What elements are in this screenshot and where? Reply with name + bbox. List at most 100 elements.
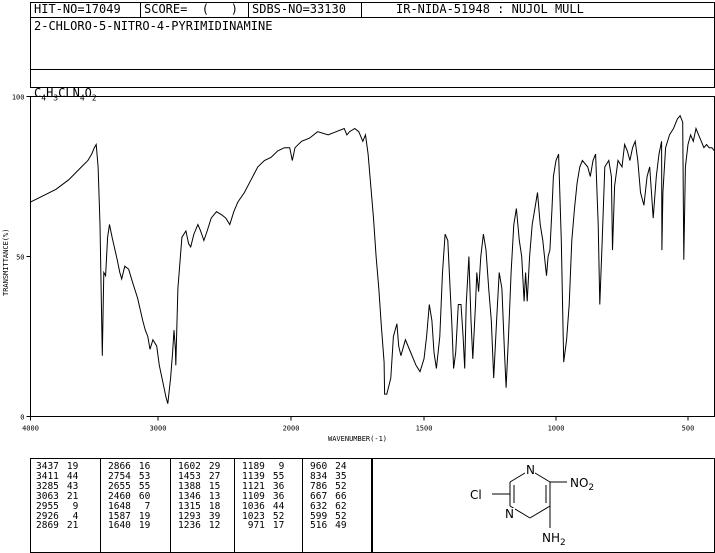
peak-transmittance: 9: [72, 500, 79, 512]
y-tick-label-50: 50: [16, 254, 24, 262]
peak-row: 2869 21: [34, 521, 80, 531]
peak-row: 1346 13: [176, 490, 222, 502]
peak-transmittance: 53: [138, 470, 151, 482]
peak-row: 2754 53: [106, 472, 152, 482]
peak-wavenumber: 1346: [178, 490, 201, 502]
peak-wavenumber: 1587: [108, 510, 131, 522]
peak-row: 1388 15: [176, 481, 222, 492]
plot-frame: [30, 96, 715, 417]
peak-row: 1648 7: [106, 501, 152, 512]
header-sep-1: [140, 2, 141, 18]
peak-row: 1602 29: [176, 462, 222, 472]
peak-row: 3285 43: [34, 480, 80, 492]
atom-cl: Cl: [470, 488, 482, 502]
peak-col-sep-3: [234, 458, 235, 553]
x-tick-label-1000: 1000: [548, 425, 565, 433]
x-axis-label: WAVENUMBER(-1): [328, 435, 387, 443]
peak-row: 3411 44: [34, 472, 80, 482]
peak-transmittance: 36: [272, 490, 285, 502]
peak-wavenumber: 1453: [178, 470, 201, 482]
peak-transmittance: 16: [138, 461, 151, 472]
peak-transmittance: 52: [335, 480, 347, 492]
atom-n-bottom: N: [505, 507, 514, 521]
peak-wavenumber: 3285: [36, 480, 59, 492]
peak-row: 1036 44: [240, 501, 286, 512]
peak-row: 599 52: [308, 510, 349, 522]
peak-row: 1139 55: [240, 472, 286, 482]
formula-c-count: 4: [41, 93, 47, 103]
peak-transmittance: 52: [272, 510, 285, 522]
peak-column-1: 3437 19 3411 44 3285 43 3063 21 2955 9 2926 4 2869 21: [34, 462, 80, 531]
peak-row: 3063 21: [34, 490, 80, 502]
peak-row: 1315 18: [176, 500, 222, 512]
spectrum-line: [30, 114, 715, 404]
peak-wavenumber: 3411: [36, 470, 59, 482]
peak-row: 960 24: [308, 462, 349, 472]
peak-transmittance: 55: [272, 470, 285, 482]
peak-column-4: 1189 9 1139 55 1121 36 1109 36 1036 44 1023 52 971 17: [240, 462, 286, 531]
peak-transmittance: 36: [272, 480, 285, 492]
peak-wavenumber: 1640: [108, 520, 131, 532]
peak-transmittance: 19: [138, 520, 151, 532]
peak-transmittance: 44: [66, 470, 79, 482]
peak-wavenumber: 1602: [178, 461, 201, 472]
group-no2: NO2: [570, 476, 594, 493]
x-tick-label-500: 500: [682, 425, 695, 433]
peak-wavenumber: 2866: [108, 461, 131, 472]
x-tick-label-3000: 3000: [150, 425, 167, 433]
peak-row: 1453 27: [176, 472, 222, 482]
peak-row: 1189 9: [240, 462, 286, 472]
peak-wavenumber: 3063: [36, 490, 59, 502]
peak-wavenumber: 1023: [242, 510, 265, 522]
peak-wavenumber: 2955: [36, 500, 59, 512]
peak-row: 1293 39: [176, 511, 222, 522]
peak-transmittance: 24: [335, 461, 347, 472]
peak-column-2: 2866 16 2754 53 2655 55 2460 60 1648 7 1587 19 1640 1…: [106, 462, 152, 531]
peak-transmittance: 62: [335, 500, 347, 512]
formula-h-count: 3: [53, 93, 59, 103]
peak-wavenumber: 2460: [108, 490, 131, 502]
peak-wavenumber: 2926: [36, 510, 59, 522]
peak-wavenumber: 786: [310, 480, 328, 492]
peak-wavenumber: 834: [310, 470, 328, 482]
score: SCORE= ( ): [144, 2, 238, 16]
peak-wavenumber: 3437: [36, 461, 59, 472]
peak-row: 786 52: [308, 480, 349, 492]
formula-row-line: [30, 69, 715, 70]
peak-wavenumber: 1189: [242, 461, 265, 472]
x-tick-label-2000: 2000: [283, 425, 300, 433]
peak-wavenumber: 667: [310, 490, 328, 502]
peak-row: 1023 52: [240, 510, 286, 522]
peak-transmittance: 9: [278, 461, 285, 472]
peak-transmittance: 12: [208, 520, 221, 532]
hit-number: HIT-NO=17049: [34, 2, 121, 16]
peak-wavenumber: 2754: [108, 470, 131, 482]
formula-n-count: 4: [79, 93, 85, 103]
peak-wavenumber: 1109: [242, 490, 265, 502]
peak-transmittance: 19: [138, 510, 151, 522]
peak-row: 3437 19: [34, 462, 80, 472]
ir-spectrum-chart: 4000 3000 2000 1500 1000 500 0 50 100 TRANSMITTA…: [2, 94, 715, 443]
y-tick-label-0: 0: [20, 414, 24, 422]
peak-transmittance: 43: [66, 480, 79, 492]
header-row-line: [30, 17, 715, 18]
peak-row: 516 49: [308, 521, 349, 531]
formula-c: C: [34, 86, 42, 100]
peak-wavenumber: 599: [310, 510, 328, 522]
peak-wavenumber: 2869: [36, 520, 59, 532]
peak-row: 632 62: [308, 500, 349, 512]
peak-row: 2460 60: [106, 490, 152, 502]
structure-diagram: N N Cl NO2 NH2: [470, 463, 594, 548]
peak-transmittance: 29: [208, 461, 221, 472]
peak-row: 2955 9: [34, 500, 80, 512]
ir-info: IR-NIDA-51948 : NUJOL MULL: [396, 2, 584, 16]
peak-row: 1109 36: [240, 490, 286, 502]
peak-wavenumber: 1121: [242, 480, 265, 492]
peak-transmittance: 13: [208, 490, 221, 502]
n1-mask: [525, 463, 535, 475]
peak-wavenumber: 1139: [242, 470, 265, 482]
peak-wavenumber: 2655: [108, 480, 131, 492]
peak-transmittance: 66: [335, 490, 347, 502]
header-sep-2: [248, 2, 249, 18]
peak-transmittance: 18: [208, 500, 221, 512]
